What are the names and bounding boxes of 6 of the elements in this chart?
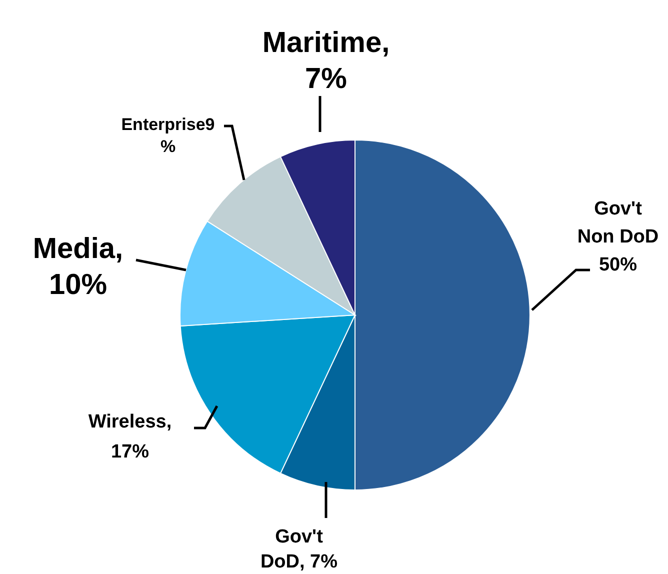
slice-label: Enterprise9 % bbox=[121, 114, 215, 156]
slice-label: Gov't Non DoD 50% bbox=[577, 198, 659, 276]
slice-label: Wireless, 17% bbox=[88, 412, 172, 463]
slice-label: Gov't DoD, 7% bbox=[260, 526, 338, 573]
slice-label: Media, 10% bbox=[32, 233, 124, 302]
slice-label: Maritime, 7% bbox=[262, 27, 390, 96]
